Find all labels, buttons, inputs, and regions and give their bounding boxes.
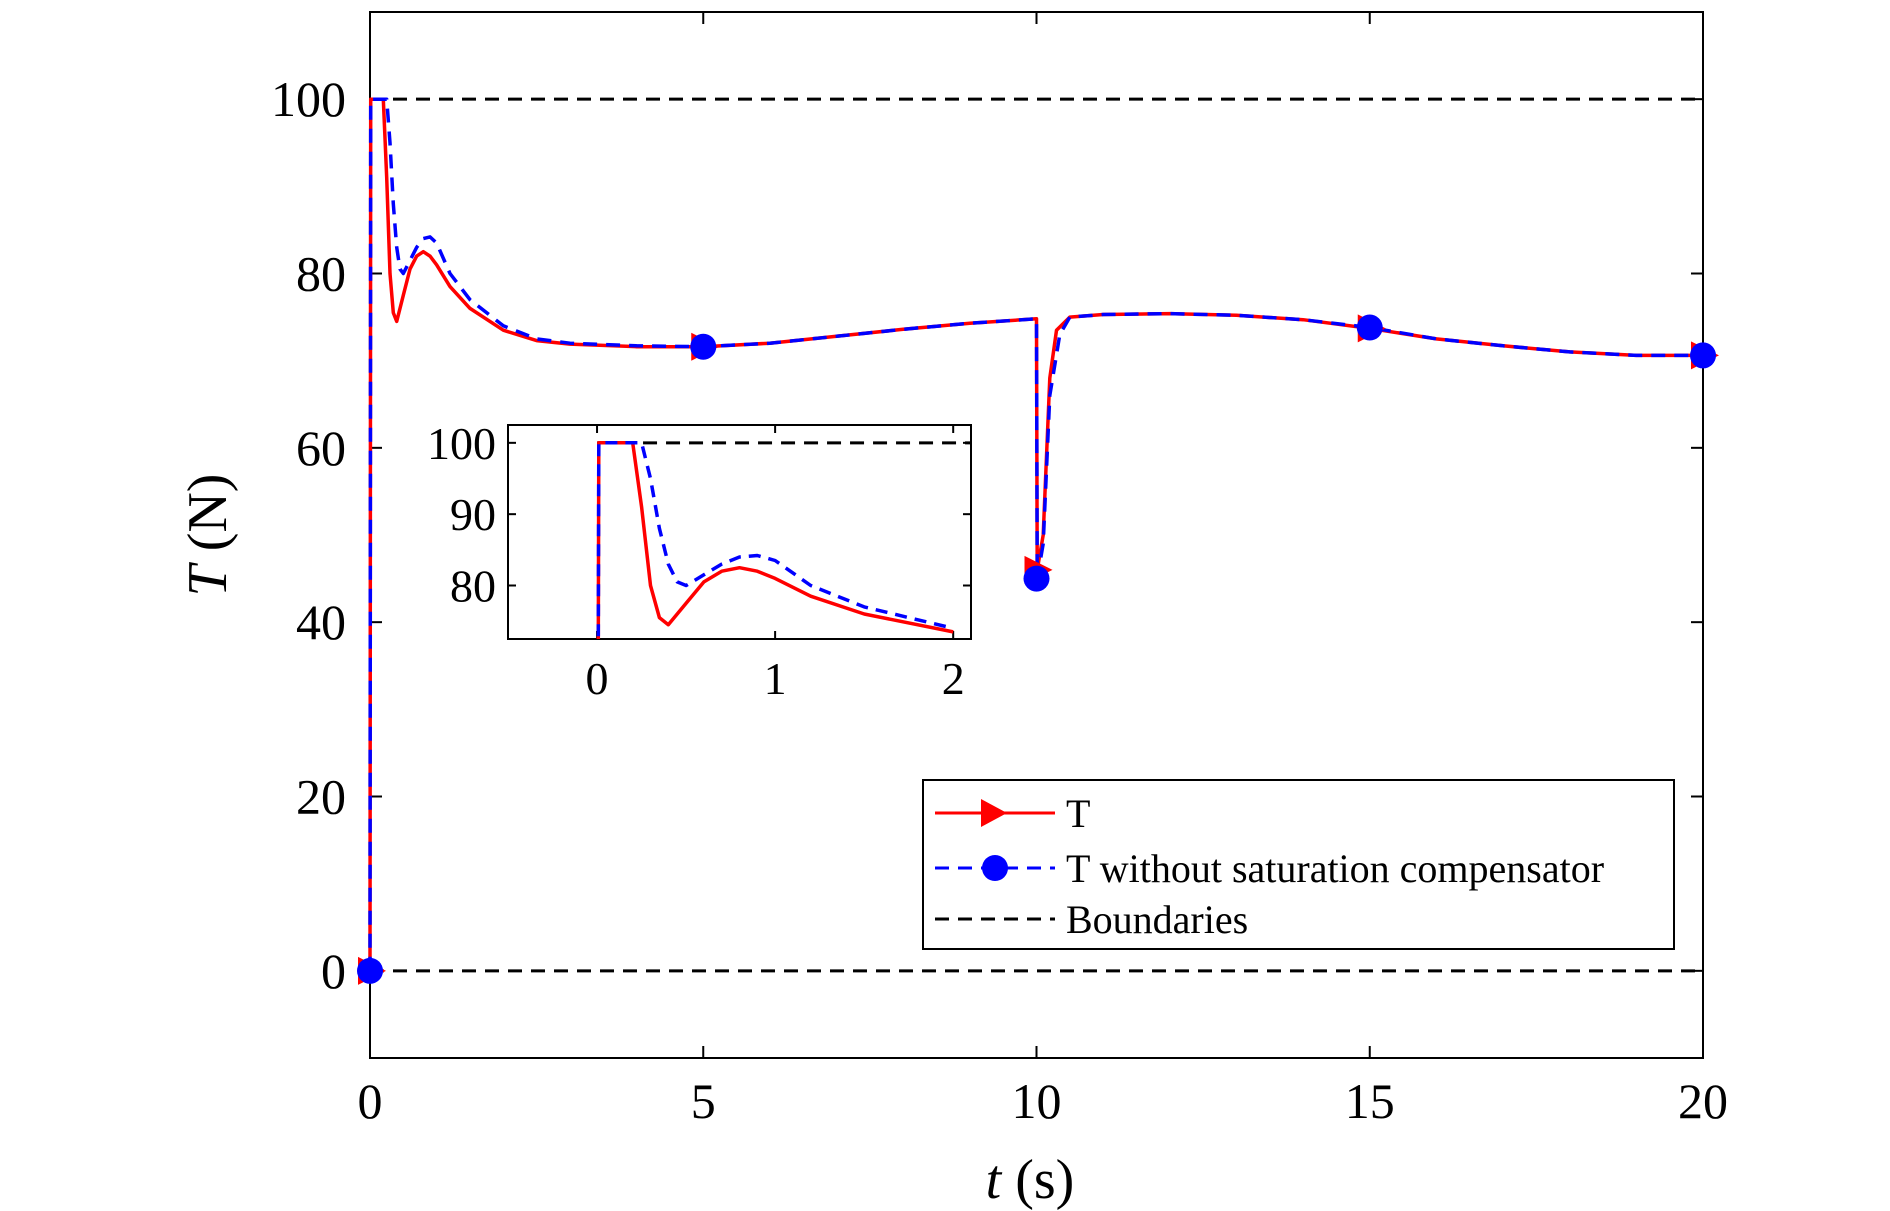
legend-box xyxy=(922,779,1675,950)
x-axis-title: t (s) xyxy=(986,1149,1075,1211)
legend-entry-t: T xyxy=(935,791,1090,836)
inset-y-tick-label: 100 xyxy=(427,418,496,469)
series-marker-circle xyxy=(1356,314,1383,341)
inset-x-tick-label: 1 xyxy=(764,653,787,704)
y-axis-title: T (N) xyxy=(177,474,239,597)
inset-series-line-1 xyxy=(596,441,954,639)
inset-x-tick-label: 0 xyxy=(586,653,609,704)
legend-marker-t-without-saturation xyxy=(982,855,1008,881)
legend-label-t-without-saturation: T without saturation compensator xyxy=(1066,846,1604,891)
boundary-lines xyxy=(370,97,1703,973)
y-tick-label: 80 xyxy=(296,246,346,302)
series-marker-circle xyxy=(1023,565,1050,592)
x-tick-label: 0 xyxy=(358,1073,383,1129)
inset-plot-frame xyxy=(507,424,972,640)
x-tick-label: 20 xyxy=(1678,1073,1728,1129)
inset-y-tick-label: 80 xyxy=(450,561,496,612)
legend-entry-t-without-saturation: T without saturation compensator xyxy=(935,846,1604,891)
main-series-lines xyxy=(368,97,1703,971)
legend-entry-boundaries: Boundaries xyxy=(935,897,1248,942)
legend-marker-t xyxy=(981,799,1007,827)
series-marker-circle xyxy=(357,957,383,984)
inset-x-tick-label: 2 xyxy=(942,653,965,704)
inset-series-line-0 xyxy=(596,441,954,639)
x-tick-label: 10 xyxy=(1012,1073,1062,1129)
y-axis-title-symbol: T xyxy=(177,561,239,596)
series-marker-circle xyxy=(1690,342,1716,369)
y-tick-label: 60 xyxy=(296,420,346,476)
series-line-1 xyxy=(368,97,1703,971)
legend-label-boundaries: Boundaries xyxy=(1066,897,1248,942)
x-tick-label: 5 xyxy=(691,1073,716,1129)
legend-label-t: T xyxy=(1066,791,1090,836)
series-marker-circle xyxy=(690,333,717,360)
inset-y-tick-label: 90 xyxy=(450,489,496,540)
y-tick-label: 20 xyxy=(296,769,346,825)
y-axis-title-unit: (N) xyxy=(177,474,239,552)
x-tick-label: 15 xyxy=(1345,1073,1395,1129)
x-axis-title-symbol: t xyxy=(986,1149,1003,1211)
inset-tick-labels: 0 1 2 80 90 100 xyxy=(427,418,965,704)
y-tick-label: 100 xyxy=(271,71,346,127)
inset-series-lines xyxy=(596,441,971,639)
legend: T T without saturation compensator Bound… xyxy=(922,779,1675,950)
inset-axes: 0 1 2 80 90 100 xyxy=(427,418,972,704)
x-axis-title-unit: (s) xyxy=(1015,1149,1074,1211)
y-tick-label: 0 xyxy=(321,943,346,999)
y-tick-label: 40 xyxy=(296,594,346,650)
main-series-markers xyxy=(357,314,1719,985)
